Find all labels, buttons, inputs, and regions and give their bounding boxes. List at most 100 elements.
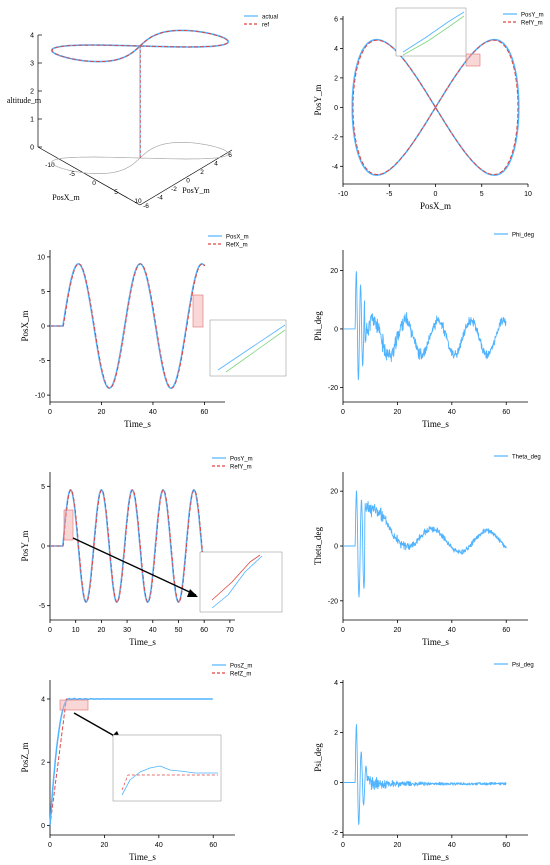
x-tick-label: 60 — [209, 842, 217, 849]
y-tick-label: 10 — [37, 254, 45, 261]
inset-frame — [112, 734, 222, 802]
series-refy — [50, 489, 206, 603]
series-psi — [342, 724, 507, 825]
series-refy — [352, 39, 519, 175]
y-tick-label: 20 — [330, 489, 338, 496]
y-axis-line — [139, 149, 233, 206]
legend-label: actual — [262, 15, 278, 21]
zoom-box — [59, 699, 89, 711]
x-tick-label: 30 — [123, 627, 131, 634]
plot-px: 0 20 40 60 -10 -5 0 5 10 Time_s PosX_m PosX_m RefX_m — [20, 235, 287, 429]
x-tick-label: 0 — [48, 627, 52, 634]
y-tick-label: 6 — [228, 152, 232, 159]
y-axis-label: Psi_deg — [313, 743, 323, 772]
legend-label: PosY_m — [521, 13, 544, 19]
y-tick-label: 2 — [200, 169, 204, 176]
x-tick-label: 0 — [92, 180, 96, 187]
y-axis-label: PosZ_m — [20, 742, 30, 772]
inset-frame — [395, 7, 467, 57]
inset-frame — [209, 319, 287, 377]
y-tick-label: 5 — [41, 289, 45, 296]
inset-line-actual — [402, 11, 465, 53]
x-tick-label: 20 — [394, 409, 402, 416]
x-tick-label: 60 — [200, 627, 208, 634]
y-axis-label: Phi_deg — [313, 311, 323, 341]
y-tick-label: 2 — [41, 760, 45, 767]
legend-label: Theta_deg — [512, 455, 541, 461]
series-phi — [342, 271, 507, 381]
x-tick-label: 40 — [448, 627, 456, 634]
z-tick-label: 2 — [30, 89, 34, 96]
x-tick-label: 10 — [134, 198, 142, 205]
y-tick-label: -20 — [328, 598, 338, 605]
inset-line-ref — [121, 774, 218, 791]
x-axis-label: Time_s — [422, 637, 449, 647]
x-tick-label: 40 — [448, 842, 456, 849]
series-posy — [49, 489, 205, 603]
zoom-box — [192, 294, 204, 328]
x-tick-label: 20 — [101, 842, 109, 849]
x-tick-label: 40 — [448, 409, 456, 416]
y-tick-label: 0 — [41, 544, 45, 551]
inset-line-ref — [402, 15, 465, 56]
inset-zoom — [199, 551, 283, 613]
x-tick-label: 50 — [175, 627, 183, 634]
y-tick-label: 0 — [334, 544, 338, 551]
y-axis-label: PosY_m — [20, 530, 30, 561]
x-axis-label: Time_s — [124, 419, 151, 429]
y-tick-label: -2 — [171, 186, 177, 193]
x-tick-label: 60 — [502, 627, 510, 634]
y-tick-label: -2 — [332, 134, 338, 141]
x-axis-label: PosX_m — [52, 193, 80, 202]
legend-label: RefY_m — [521, 21, 543, 27]
y-tick-label: -4 — [332, 164, 338, 171]
z-tick-label: 1 — [30, 117, 34, 124]
x-axis-label: Time_s — [129, 637, 156, 647]
x-tick-label: 0 — [434, 191, 438, 198]
inset-line-actual — [217, 324, 286, 371]
y-tick-label: 4 — [214, 161, 218, 168]
inset-zoom — [209, 319, 287, 377]
x-tick-label: 40 — [149, 409, 157, 416]
legend-label: ref — [262, 23, 269, 29]
y-tick-label: -2 — [332, 830, 338, 837]
inset-line-ref — [225, 329, 286, 373]
legend-label: PosZ_m — [230, 664, 252, 670]
inset-zoom — [112, 734, 222, 802]
inset-frame — [199, 551, 283, 613]
plot-py: 0 10 20 30 40 50 60 70 -5 0 5 Time_s PosY_m PosY_m Ref… — [20, 457, 283, 647]
y-tick-label: -10 — [35, 393, 45, 400]
x-axis-line — [37, 146, 141, 206]
series-posz — [49, 697, 213, 826]
x-tick-label: -10 — [338, 191, 348, 198]
x-tick-label: 60 — [502, 842, 510, 849]
series-ref — [51, 29, 229, 63]
inset-line-actual — [121, 765, 218, 796]
x-tick-label: 0 — [48, 842, 52, 849]
legend-label: Phi_deg — [512, 233, 534, 239]
plot-phi: 0 20 40 60 -20 0 20 Time_s Phi_deg Phi_deg — [313, 233, 534, 430]
plot-pxy: -10 -5 0 5 10 -4 -2 0 2 4 6 PosX_m PosY_m PosY_m RefY_… — [313, 7, 544, 211]
y-tick-label: 20 — [330, 268, 338, 275]
x-tick-label: 70 — [226, 627, 234, 634]
legend-label: RefZ_m — [230, 672, 251, 678]
x-axis-label: Time_s — [422, 419, 449, 429]
x-axis-label: Time_s — [129, 852, 156, 862]
z-tick-label: 3 — [30, 61, 34, 68]
y-axis-label: PosY_m — [313, 84, 323, 115]
y-tick-label: 0 — [41, 324, 45, 331]
y-tick-label: 0 — [186, 178, 190, 185]
y-tick-label: -5 — [39, 603, 45, 610]
plot-3d-trajectory: 0 1 2 3 4 altitude_m -10 -5 0 5 10 6 4 2 0 -2 -4 -6 PosX_m… — [7, 15, 278, 211]
x-tick-label: 10 — [524, 191, 532, 198]
z-axis-label: altitude_m — [7, 96, 42, 105]
y-tick-label: -4 — [157, 195, 163, 202]
inset-line-actual — [211, 555, 263, 609]
x-tick-label: 5 — [114, 189, 118, 196]
y-tick-label: 0 — [334, 326, 338, 333]
x-axis-label: Time_s — [422, 852, 449, 862]
x-tick-label: -5 — [386, 191, 392, 198]
y-tick-label: 5 — [41, 484, 45, 491]
x-tick-label: 0 — [341, 627, 345, 634]
